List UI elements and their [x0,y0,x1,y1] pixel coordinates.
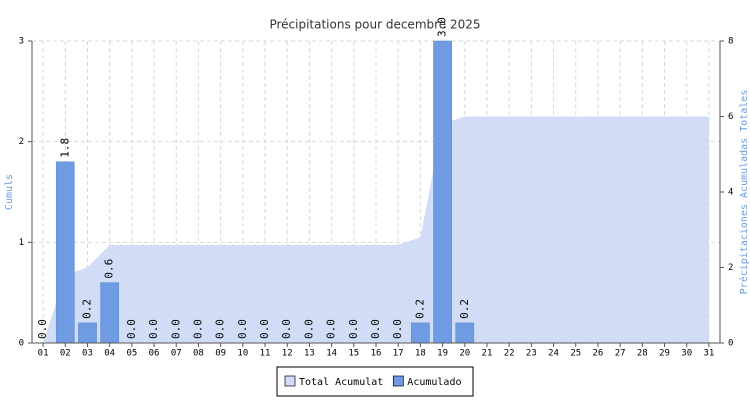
x-tick-label: 26 [593,349,604,359]
x-tick-label: 13 [304,349,315,359]
value-label: 0.0 [214,319,227,339]
y2-tick-label: 4 [728,188,733,198]
x-tick-label: 11 [260,349,271,359]
legend-items: Total Acumulat Acumulado [284,375,461,388]
x-tick-label: 12 [282,349,293,359]
legend-swatch [284,375,296,387]
x-tick-label: 24 [548,349,559,359]
x-tick-label: 15 [348,349,359,359]
legend [276,366,474,397]
x-tick-label: 06 [149,349,160,359]
y2-axis-label: Précipitaciones Acumuladas Totales [738,90,750,295]
value-label: 0.0 [347,319,360,339]
legend-label: Total Acumulat [299,377,383,388]
y2-tick-label: 0 [728,339,733,349]
x-tick-label: 27 [615,349,626,359]
value-label: 0.0 [369,319,382,339]
y-tick-label: 3 [19,37,24,47]
value-label: 3.0 [436,17,449,37]
x-tick-label: 05 [126,349,137,359]
y-tick-label: 0 [19,339,24,349]
bar [100,282,120,344]
x-tick-label: 20 [459,349,470,359]
x-tick-label: 02 [60,349,71,359]
x-tick-label: 03 [82,349,93,359]
value-label: 0.0 [125,319,138,339]
legend-label: Acumulado [407,377,461,388]
x-tick-label: 18 [415,349,426,359]
x-tick-label: 09 [215,349,226,359]
value-label: 0.0 [325,319,338,339]
value-label: 0.2 [458,299,471,319]
value-label: 0.0 [236,319,249,339]
value-label: 0.0 [258,319,271,339]
legend-swatch [392,375,404,387]
value-label: 0.2 [80,299,93,319]
x-tick-label: 19 [437,349,448,359]
value-label: 1.8 [58,138,71,158]
value-label: 0.0 [191,319,204,339]
bar [455,322,475,344]
y-axis-label: Cumuls [4,174,15,210]
x-tick-label: 10 [237,349,248,359]
value-label: 0.0 [302,319,315,339]
x-tick-label: 29 [659,349,670,359]
x-tick-label: 28 [637,349,648,359]
value-label: 0.0 [36,319,49,339]
value-label: 0.0 [169,319,182,339]
value-label: 0.0 [391,319,404,339]
x-tick-label: 16 [371,349,382,359]
x-tick-label: 23 [526,349,537,359]
y2-tick-label: 8 [728,37,733,47]
y-tick-label: 1 [19,238,24,248]
bar [411,322,430,344]
chart-title: Précipitations pour decembre 2025 [269,18,480,32]
bar [78,322,97,344]
x-tick-label: 07 [171,349,182,359]
x-tick-label: 04 [104,349,115,359]
value-label: 0.2 [413,299,426,319]
axes: 01 02 03 04 05 06 07 08 09 10 11 12 13 14 15 16 17 18 19 20… [19,37,734,359]
bar [55,161,75,344]
y2-tick-label: 2 [728,263,733,273]
x-tick-label: 08 [193,349,204,359]
y2-tick-label: 6 [728,112,733,122]
area [43,116,709,343]
x-tick-label: 21 [482,349,493,359]
value-label: 0.0 [147,319,160,339]
x-tick-label: 14 [326,349,337,359]
x-tick-label: 01 [38,349,49,359]
x-tick-label: 31 [703,349,714,359]
bar [433,40,452,344]
y-tick-label: 2 [19,137,24,147]
plot: 0.0 1.8 0.2 0.6 0.0 0.0 0.0 0.0 0.0 0.0 0.0 0.0 0.0 0… [36,17,709,344]
x-tick-label: 25 [570,349,581,359]
x-tick-label: 22 [504,349,515,359]
value-label: 0.6 [103,259,116,279]
x-tick-label: 30 [681,349,692,359]
value-label: 0.0 [280,319,293,339]
x-tick-label: 17 [393,349,404,359]
